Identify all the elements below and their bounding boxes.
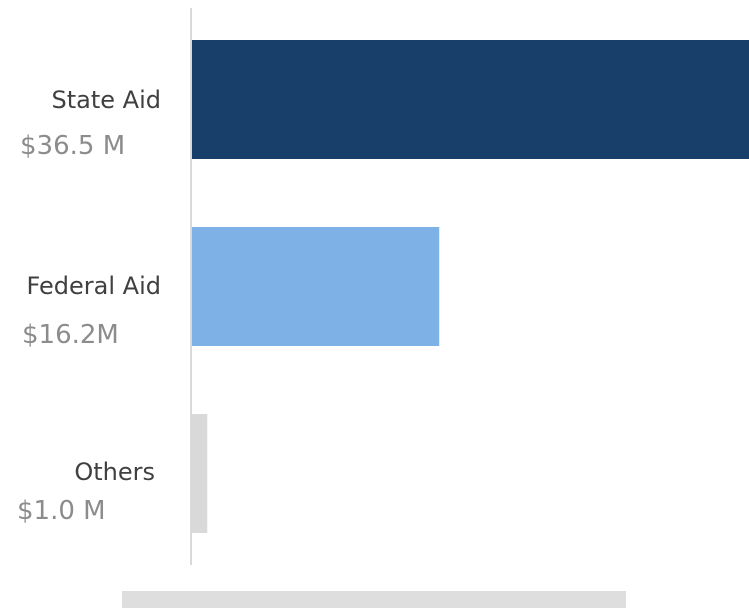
value-label-others: $1.0 M: [17, 496, 106, 526]
bar-state-aid: [192, 40, 749, 159]
bar-others: [192, 414, 208, 533]
category-label-state-aid: State Aid: [51, 86, 161, 114]
category-label-federal-aid: Federal Aid: [26, 272, 161, 300]
value-label-federal-aid: $16.2M: [22, 320, 119, 350]
value-label-state-aid: $36.5 M: [20, 131, 126, 161]
bar-federal-aid: [192, 227, 440, 346]
horizontal-scrollbar[interactable]: [122, 591, 626, 608]
category-label-others: Others: [74, 458, 155, 486]
